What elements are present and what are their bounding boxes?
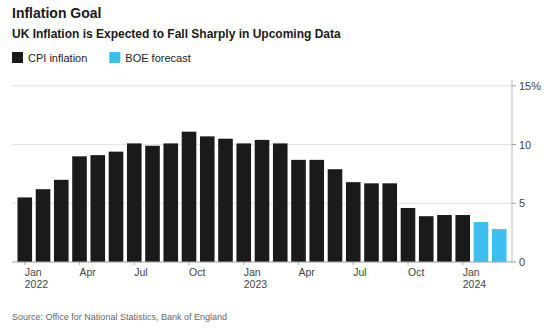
bar (309, 160, 324, 262)
x-tick (134, 262, 135, 265)
bar (455, 215, 470, 262)
x-tick-label: Apr (80, 266, 97, 278)
bar (54, 180, 69, 262)
subtitle: UK Inflation is Expected to Fall Sharply… (12, 27, 341, 41)
bar (474, 222, 489, 262)
y-tick-label: 15% (519, 80, 541, 92)
grid-line (12, 85, 512, 86)
x-tick (24, 262, 25, 265)
bars (17, 132, 506, 262)
bar (36, 189, 51, 262)
x-tick (243, 262, 244, 265)
bar (145, 146, 160, 262)
legend-item: CPI inflation (12, 52, 87, 64)
bar (401, 208, 416, 262)
x-tick-label: Jul (353, 266, 366, 278)
x-tick-label: Apr (298, 266, 315, 278)
bar (382, 183, 397, 262)
x-tick (79, 262, 80, 265)
bar (182, 132, 197, 262)
x-tick (353, 262, 354, 265)
y-tick (512, 85, 516, 86)
x-axis-line (12, 262, 512, 263)
grid-line (12, 262, 512, 263)
title: Inflation Goal (12, 5, 101, 21)
y-axis-line (512, 80, 513, 262)
x-tick (462, 262, 463, 265)
x-tick-label: Jan2022 (25, 266, 49, 290)
y-tick (512, 262, 516, 263)
x-tick-label: Jan2024 (463, 266, 487, 290)
x-tick-label: Jan2023 (244, 266, 268, 290)
y-tick-label: 5 (519, 197, 525, 209)
y-tick (512, 203, 516, 204)
legend-swatch (12, 52, 23, 63)
y-tick-label: 0 (519, 256, 525, 268)
bar (236, 143, 251, 262)
legend-swatch (109, 52, 120, 63)
bar (419, 216, 434, 262)
x-tick (298, 262, 299, 265)
bar (346, 182, 361, 262)
legend-label: BOE forecast (125, 52, 190, 64)
y-tick-label: 10 (519, 139, 531, 151)
bar (328, 169, 343, 262)
bar (218, 139, 233, 262)
bar (109, 152, 124, 262)
bar (364, 183, 379, 262)
bar (90, 155, 105, 262)
x-tick-label: Jul (134, 266, 147, 278)
bar (163, 143, 178, 262)
source: Source: Office for National Statistics, … (12, 312, 227, 322)
bar (17, 197, 32, 262)
bar (291, 160, 306, 262)
bar (273, 143, 288, 262)
x-tick (407, 262, 408, 265)
bar (437, 215, 452, 262)
bar (127, 143, 142, 262)
x-tick (189, 262, 190, 265)
legend-label: CPI inflation (28, 52, 87, 64)
x-tick-label: Oct (408, 266, 424, 278)
x-tick-label: Oct (189, 266, 205, 278)
bar (200, 136, 215, 262)
bar (255, 140, 270, 262)
legend-item: BOE forecast (109, 52, 190, 64)
y-tick (512, 144, 516, 145)
chart: Inflation Goal UK Inflation is Expected t… (0, 0, 559, 328)
bar (492, 229, 507, 262)
bar (72, 156, 87, 262)
